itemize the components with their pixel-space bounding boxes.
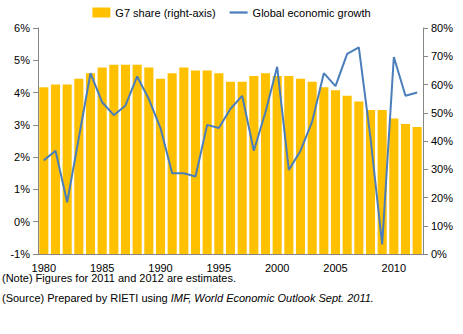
svg-text:3%: 3% bbox=[14, 119, 30, 131]
svg-text:IMF, World Economic Outlook Se: IMF, World Economic Outlook Sept. 2011. bbox=[171, 292, 374, 304]
svg-text:10%: 10% bbox=[431, 220, 453, 232]
svg-text:1980: 1980 bbox=[32, 262, 56, 274]
svg-text:1%: 1% bbox=[14, 183, 30, 195]
svg-text:2000: 2000 bbox=[265, 262, 289, 274]
svg-text:-1%: -1% bbox=[10, 248, 30, 260]
svg-text:2010: 2010 bbox=[382, 262, 406, 274]
svg-text:1995: 1995 bbox=[207, 262, 231, 274]
svg-text:6%: 6% bbox=[14, 22, 30, 34]
svg-text:20%: 20% bbox=[431, 192, 453, 204]
svg-text:(Note) Figures for 2011 and 20: (Note) Figures for 2011 and 2012 are est… bbox=[2, 271, 236, 284]
svg-text:Global economic growth: Global economic growth bbox=[253, 7, 371, 19]
svg-text:2%: 2% bbox=[14, 151, 30, 163]
svg-text:2005: 2005 bbox=[323, 262, 347, 274]
svg-text:60%: 60% bbox=[431, 79, 453, 91]
svg-text:80%: 80% bbox=[431, 22, 453, 34]
svg-text:70%: 70% bbox=[431, 50, 453, 62]
svg-text:30%: 30% bbox=[431, 163, 453, 175]
svg-text:G7 share (right-axis): G7 share (right-axis) bbox=[115, 7, 215, 19]
svg-text:50%: 50% bbox=[431, 107, 453, 119]
svg-text:4%: 4% bbox=[14, 87, 30, 99]
svg-text:0%: 0% bbox=[431, 248, 447, 260]
svg-text:5%: 5% bbox=[14, 54, 30, 66]
svg-text:1985: 1985 bbox=[90, 262, 114, 274]
svg-text:40%: 40% bbox=[431, 135, 453, 147]
svg-text:(Source) Prepared by RIETI usi: (Source) Prepared by RIETI using bbox=[2, 292, 171, 304]
svg-text:0%: 0% bbox=[14, 216, 30, 228]
svg-text:1990: 1990 bbox=[148, 262, 172, 274]
